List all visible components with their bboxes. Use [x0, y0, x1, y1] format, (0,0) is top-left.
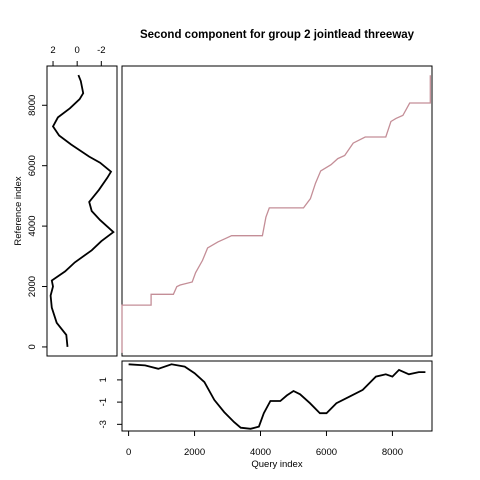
query-series-panel: 0 2000 4000 6000 8000 -3 -1 1 Query index: [98, 360, 433, 470]
warp-path-line: [121, 75, 431, 353]
y-tick-label: 2000: [27, 276, 38, 297]
reference-x-tick-label: -2: [97, 45, 105, 56]
x-tick-label: 6000: [316, 447, 337, 458]
main-panel-frame: [121, 65, 433, 357]
y-tick-label: 4000: [27, 216, 38, 237]
y-tick-label: 0: [27, 344, 38, 349]
x-tick-label: 2000: [184, 447, 205, 458]
x-tick-label: 0: [126, 447, 131, 458]
query-series-line: [128, 363, 426, 430]
x-tick-label: 4000: [250, 447, 271, 458]
warp-path-panel: [121, 65, 433, 357]
query-y-tick-label: -3: [98, 420, 109, 428]
x-axis-label: Query index: [251, 459, 302, 470]
reference-x-tick-label: 0: [75, 45, 80, 56]
chart-title: Second component for group 2 jointlead t…: [140, 29, 415, 41]
query-panel-frame: [121, 360, 433, 432]
x-tick-label: 8000: [382, 447, 403, 458]
reference-series-panel: 0 2000 4000 6000 8000 2 0 -2 Reference index: [13, 45, 118, 357]
reference-x-tick-label: 2: [50, 45, 55, 56]
reference-panel-frame: [46, 65, 118, 357]
y-axis-label: Reference index: [13, 176, 24, 245]
y-tick-label: 8000: [27, 95, 38, 116]
y-tick-label: 6000: [27, 155, 38, 176]
reference-series-line: [49, 74, 115, 347]
query-y-tick-label: -1: [98, 398, 109, 406]
query-y-tick-label: 1: [98, 377, 109, 382]
